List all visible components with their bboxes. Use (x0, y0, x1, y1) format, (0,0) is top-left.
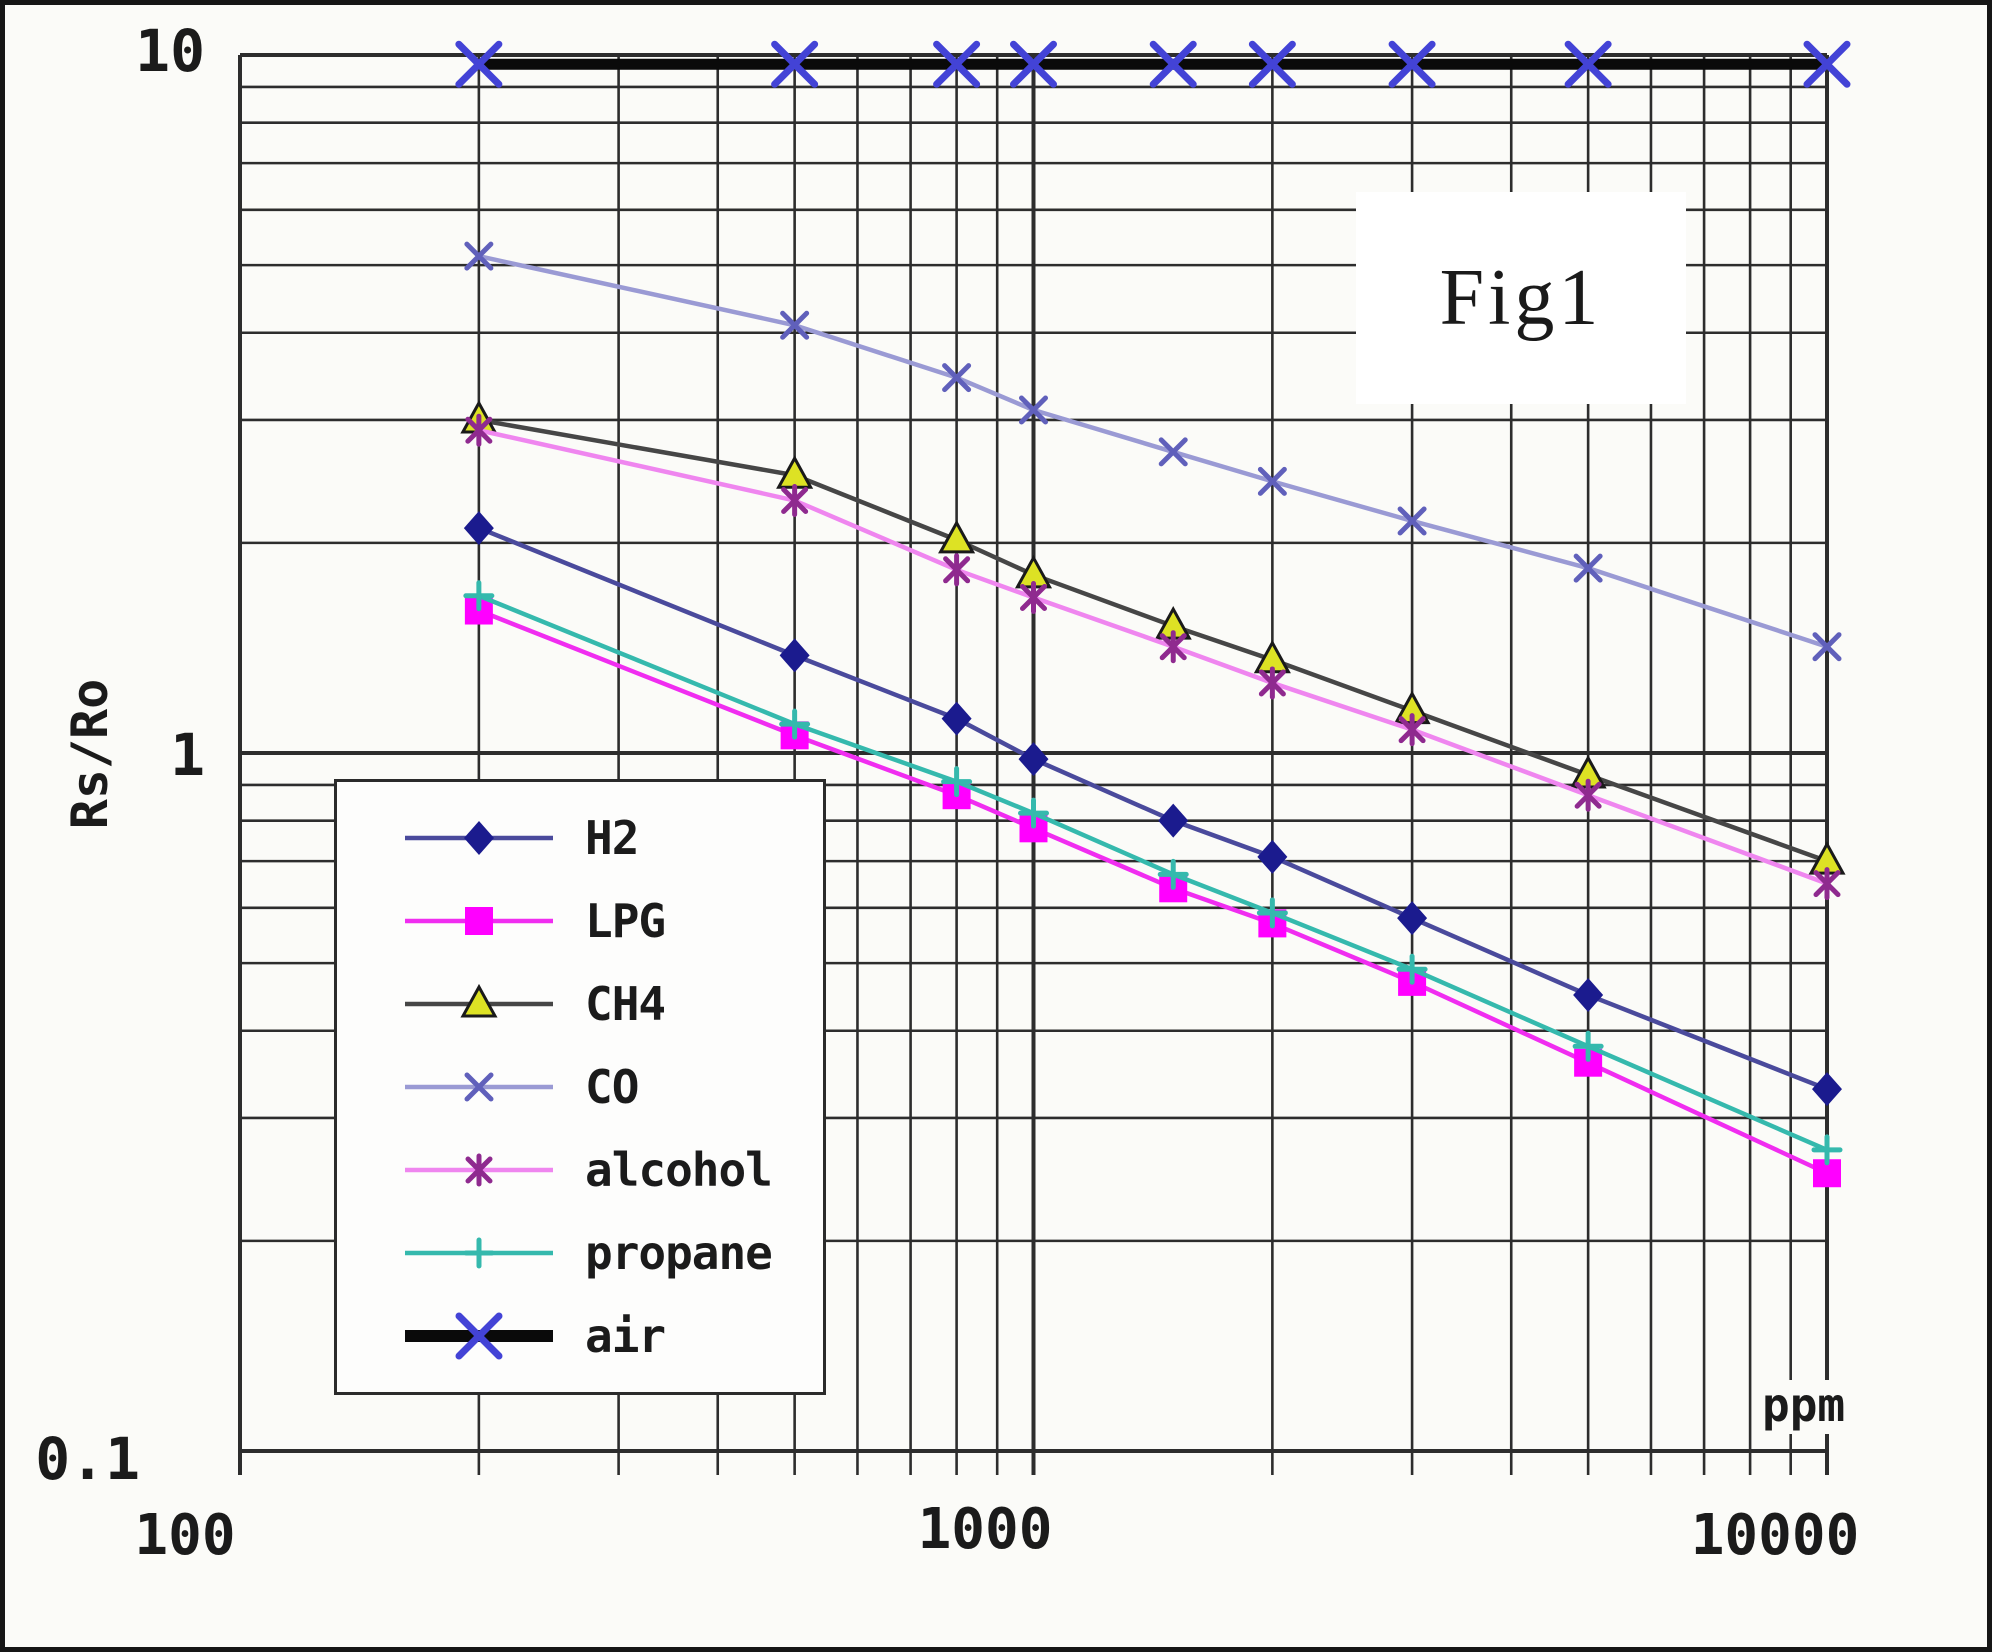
legend-label: air (585, 1309, 666, 1364)
figure-title-box: Fig1 (1356, 192, 1686, 404)
legend-item-h2: H2 (401, 798, 823, 878)
figure-title: Fig1 (1439, 253, 1603, 342)
x-tick-10000: 10000 (1690, 1503, 1860, 1568)
legend-label: CH4 (585, 976, 666, 1031)
legend-item-alcohol: alcohol (401, 1130, 823, 1210)
lpg-line-sample-icon (405, 906, 553, 935)
legend-item-ch4: CH4 (401, 964, 823, 1044)
legend: H2 LPG CH4 CO alcohol propane air (334, 779, 826, 1395)
legend-item-air: air (401, 1296, 823, 1376)
legend-label: propane (585, 1226, 773, 1281)
legend-label: LPG (585, 893, 666, 948)
legend-label: CO (585, 1059, 639, 1114)
legend-item-lpg: LPG (401, 881, 823, 961)
x-tick-100: 100 (134, 1503, 236, 1568)
legend-label: alcohol (585, 1143, 773, 1198)
alcohol-line-sample-icon (405, 1153, 553, 1187)
propane-line-sample-icon (405, 1237, 553, 1269)
co-line-sample-icon (405, 1072, 553, 1102)
h2-line-sample-icon (405, 820, 553, 855)
y-axis-title: Rs/Ro (61, 678, 119, 830)
y-tick-10: 10 (135, 17, 205, 85)
legend-label: H2 (585, 810, 639, 865)
x-tick-1000: 1000 (917, 1497, 1053, 1562)
y-tick-0.1: 0.1 (35, 1425, 140, 1493)
air-line-sample-icon (405, 1312, 553, 1360)
legend-item-propane: propane (401, 1213, 823, 1293)
legend-item-co: CO (401, 1047, 823, 1127)
x-axis-unit: ppm (1756, 1380, 1852, 1434)
y-tick-1: 1 (170, 721, 205, 789)
ch4-line-sample-icon (405, 983, 553, 1018)
